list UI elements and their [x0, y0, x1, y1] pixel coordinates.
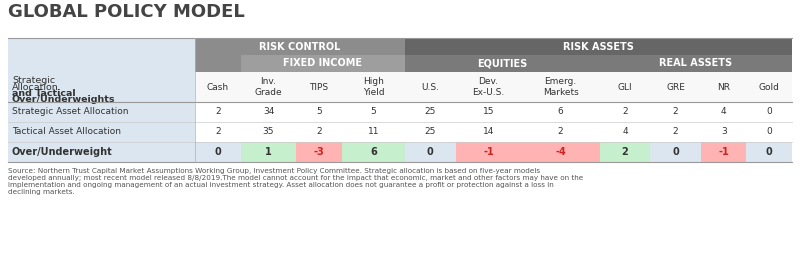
Bar: [600, 55, 792, 72]
Bar: [600, 142, 650, 162]
Bar: [522, 142, 600, 162]
Text: 2: 2: [215, 107, 221, 116]
Text: 5: 5: [370, 107, 376, 116]
Text: -1: -1: [718, 147, 729, 157]
Text: 35: 35: [262, 128, 274, 137]
Bar: [195, 38, 405, 55]
Bar: [650, 142, 701, 162]
Text: 0: 0: [766, 128, 772, 137]
Bar: [405, 38, 792, 55]
Bar: [195, 122, 792, 142]
Bar: [195, 55, 241, 72]
Text: 34: 34: [263, 107, 274, 116]
Text: U.S.: U.S.: [422, 83, 439, 92]
Text: 0: 0: [214, 147, 222, 157]
Bar: [342, 142, 405, 162]
Text: RISK ASSETS: RISK ASSETS: [563, 41, 634, 52]
Text: 5: 5: [316, 107, 322, 116]
Text: 4: 4: [622, 128, 628, 137]
Bar: [746, 142, 792, 162]
Bar: [195, 142, 241, 162]
Text: 0: 0: [766, 147, 773, 157]
Text: EQUITIES: EQUITIES: [478, 59, 527, 68]
Text: 2: 2: [673, 107, 678, 116]
Bar: [456, 142, 522, 162]
Text: 25: 25: [425, 107, 436, 116]
Bar: [405, 142, 456, 162]
Text: and Tactical: and Tactical: [12, 89, 76, 98]
Bar: [195, 102, 792, 122]
Text: 1: 1: [265, 147, 272, 157]
Text: Tactical Asset Allocation: Tactical Asset Allocation: [12, 128, 121, 137]
Text: 2: 2: [673, 128, 678, 137]
Text: Over/Underweights: Over/Underweights: [12, 95, 115, 105]
Text: 2: 2: [558, 128, 563, 137]
Text: 14: 14: [483, 128, 494, 137]
Text: 2: 2: [622, 107, 628, 116]
Text: 6: 6: [558, 107, 563, 116]
Text: Cash: Cash: [207, 83, 229, 92]
Text: 25: 25: [425, 128, 436, 137]
Text: GLOBAL POLICY MODEL: GLOBAL POLICY MODEL: [8, 3, 245, 21]
Bar: [8, 102, 195, 122]
Text: Over/Underweight: Over/Underweight: [12, 147, 113, 157]
Text: 4: 4: [721, 107, 726, 116]
Text: 11: 11: [368, 128, 379, 137]
Text: 0: 0: [766, 107, 772, 116]
Text: 3: 3: [721, 128, 726, 137]
Text: Emerg.
Markets: Emerg. Markets: [542, 77, 578, 97]
Bar: [405, 55, 600, 72]
Text: 2: 2: [622, 147, 629, 157]
Text: Inv.
Grade: Inv. Grade: [254, 77, 282, 97]
Bar: [8, 142, 195, 162]
Text: -1: -1: [483, 147, 494, 157]
Text: -3: -3: [314, 147, 325, 157]
Bar: [8, 122, 195, 142]
Text: RISK CONTROL: RISK CONTROL: [259, 41, 341, 52]
Bar: [296, 142, 342, 162]
Text: High
Yield: High Yield: [362, 77, 384, 97]
Bar: [241, 55, 405, 72]
Text: GRE: GRE: [666, 83, 685, 92]
Text: Source: Northern Trust Capital Market Assumptions Working Group, Investment Poli: Source: Northern Trust Capital Market As…: [8, 168, 583, 195]
Text: Allocation: Allocation: [12, 83, 58, 92]
Text: 2: 2: [215, 128, 221, 137]
Text: 0: 0: [672, 147, 679, 157]
Bar: [241, 142, 296, 162]
Text: Strategic: Strategic: [12, 76, 55, 85]
Text: Gold: Gold: [759, 83, 780, 92]
Text: Strategic Asset Allocation: Strategic Asset Allocation: [12, 107, 129, 116]
Text: TIPS: TIPS: [310, 83, 329, 92]
Text: 15: 15: [482, 107, 494, 116]
Text: NR: NR: [718, 83, 730, 92]
Text: 0: 0: [427, 147, 434, 157]
Text: FIXED INCOME: FIXED INCOME: [283, 59, 362, 68]
Text: -4: -4: [555, 147, 566, 157]
Bar: [701, 142, 746, 162]
Text: GLI: GLI: [618, 83, 632, 92]
Text: REAL ASSETS: REAL ASSETS: [659, 59, 733, 68]
Text: 6: 6: [370, 147, 377, 157]
Text: 2: 2: [316, 128, 322, 137]
Text: Dev.
Ex-U.S.: Dev. Ex-U.S.: [472, 77, 505, 97]
